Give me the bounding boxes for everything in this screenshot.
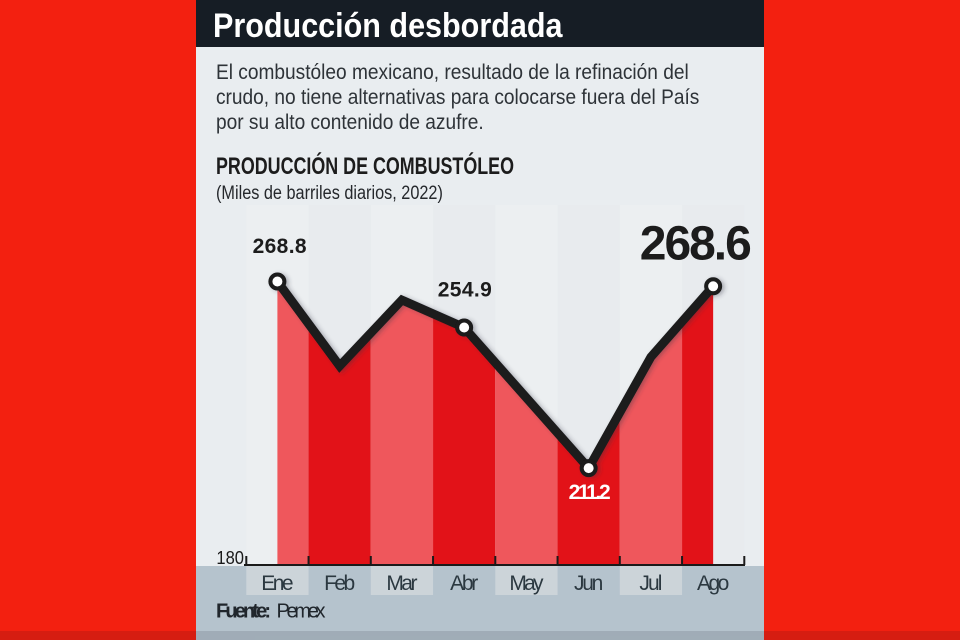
svg-text:254.9: 254.9 <box>438 279 492 302</box>
svg-text:Feb: Feb <box>324 572 355 595</box>
svg-text:Ene: Ene <box>261 572 293 595</box>
svg-text:Ago: Ago <box>697 572 729 595</box>
svg-text:Jul: Jul <box>639 572 662 595</box>
svg-text:180: 180 <box>216 548 244 568</box>
svg-text:211.2: 211.2 <box>569 481 611 504</box>
svg-text:May: May <box>509 572 544 595</box>
svg-text:Abr: Abr <box>450 572 478 595</box>
svg-text:Jun: Jun <box>574 572 603 595</box>
svg-text:268.6: 268.6 <box>640 218 752 271</box>
svg-text:Fuente:Pemex: Fuente: Pemex <box>216 601 326 623</box>
svg-text:268.8: 268.8 <box>253 235 307 258</box>
svg-text:Mar: Mar <box>386 572 417 595</box>
